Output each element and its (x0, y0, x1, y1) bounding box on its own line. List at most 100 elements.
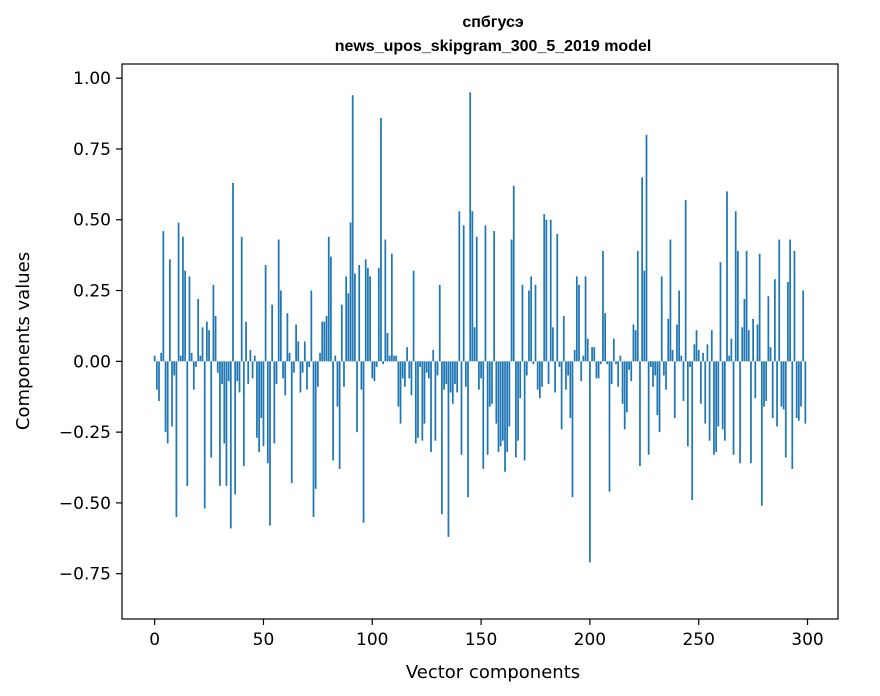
bar (269, 361, 271, 526)
bar (797, 361, 800, 421)
bar (441, 361, 443, 515)
bar (297, 341, 300, 362)
bar (610, 361, 613, 384)
bar (737, 250, 739, 362)
bar (430, 361, 432, 452)
bar (164, 361, 167, 433)
bar (517, 361, 519, 441)
bar (208, 330, 210, 362)
bar (388, 355, 391, 362)
x-tick-label: 0 (149, 630, 160, 650)
bar (190, 352, 193, 362)
bar (236, 361, 239, 382)
bar (282, 361, 284, 379)
bar (789, 239, 791, 362)
bar (673, 361, 676, 418)
bar (347, 293, 350, 362)
bar (525, 361, 528, 376)
bar (602, 250, 604, 362)
bar (186, 361, 189, 486)
bar (362, 361, 365, 523)
bar (752, 318, 754, 362)
bar (565, 361, 567, 390)
bar (223, 361, 226, 444)
bar (321, 321, 324, 362)
bar (726, 191, 728, 362)
bar (166, 361, 169, 444)
bar (578, 284, 580, 362)
bar (549, 219, 552, 362)
bar (397, 361, 400, 407)
x-tick-label: 200 (574, 630, 606, 650)
bar (227, 361, 230, 382)
bar (264, 265, 267, 362)
y-tick-label: −0.75 (59, 565, 111, 585)
bar (652, 361, 654, 387)
bar (628, 361, 630, 370)
bar (774, 279, 776, 362)
bar (325, 316, 328, 362)
bar (599, 361, 602, 365)
bar (345, 276, 348, 362)
bar (747, 330, 750, 362)
bar (649, 361, 652, 367)
bar (369, 276, 371, 362)
bar (364, 259, 367, 362)
bar (499, 361, 502, 447)
bar (210, 361, 213, 458)
bar (401, 361, 404, 379)
bar (425, 361, 428, 373)
bar (390, 253, 393, 362)
bar (171, 361, 173, 427)
bar (721, 361, 724, 430)
bar (464, 361, 467, 387)
bar (173, 361, 176, 376)
bar (562, 316, 565, 362)
bar (719, 262, 722, 362)
bar (382, 361, 385, 365)
bar (393, 355, 395, 362)
bar (360, 361, 363, 390)
bar (528, 290, 530, 362)
bar (678, 290, 680, 362)
bar (462, 225, 465, 362)
bar (567, 361, 570, 376)
bar (706, 344, 709, 362)
bar (495, 361, 498, 424)
bar (475, 236, 478, 362)
bar (158, 361, 160, 401)
bar (643, 270, 646, 362)
bar (243, 361, 245, 467)
bar (632, 324, 635, 362)
bar (303, 341, 306, 362)
bar (299, 361, 302, 393)
bar (608, 361, 611, 492)
bar (534, 284, 537, 362)
bar (639, 361, 641, 467)
bar (717, 361, 720, 427)
bar (384, 239, 387, 362)
bar (615, 361, 617, 365)
bar (234, 361, 237, 495)
bar (558, 361, 561, 367)
bar (760, 361, 763, 506)
bar (617, 361, 620, 387)
bar (262, 361, 265, 447)
bar (343, 361, 345, 387)
bar (432, 349, 435, 362)
bar (656, 361, 659, 416)
bar (225, 361, 228, 486)
x-axis-ticks: 0 50 100 150 200 250 300 (149, 619, 824, 650)
bar (791, 361, 794, 469)
bar (804, 361, 807, 424)
y-tick-label: 0.75 (73, 140, 111, 160)
bar (395, 355, 398, 362)
bar (349, 222, 352, 362)
bar (238, 361, 241, 393)
bar (438, 284, 441, 362)
bar (319, 352, 321, 362)
bar (188, 276, 191, 362)
bar (538, 361, 541, 399)
bar (323, 321, 326, 362)
